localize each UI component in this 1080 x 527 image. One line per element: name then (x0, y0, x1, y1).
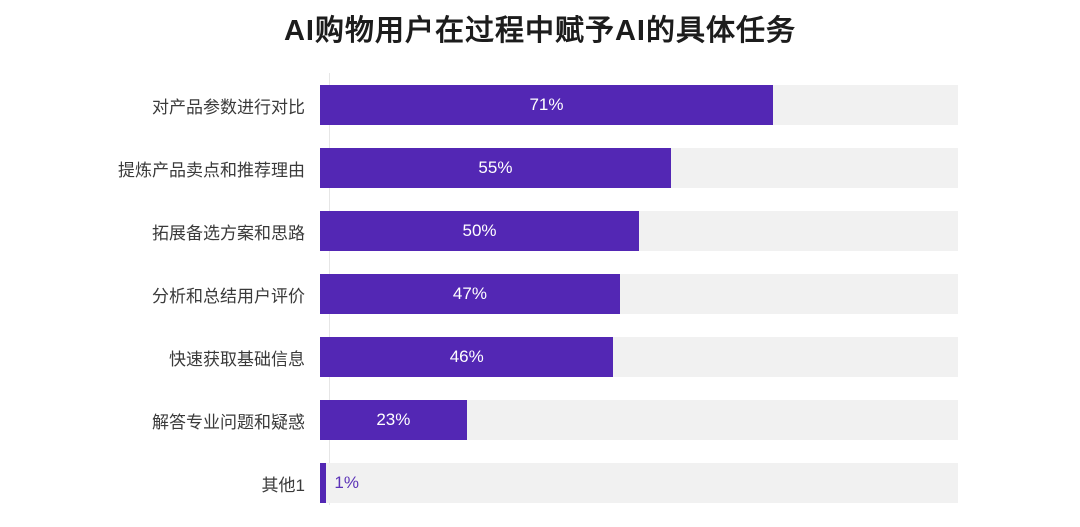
bar-track: 47% (320, 274, 958, 314)
chart-row: 解答专业问题和疑惑 23% (0, 400, 1080, 440)
category-label: 分析和总结用户评价 (152, 286, 305, 306)
chart-row: 对产品参数进行对比 71% (0, 85, 1080, 125)
value-label: 47% (452, 284, 487, 303)
bar-track: 23% (320, 400, 958, 440)
bar-track: 46% (320, 337, 958, 377)
category-label: 对产品参数进行对比 (152, 97, 305, 117)
bar: 47% (320, 274, 620, 314)
chart-row: 提炼产品卖点和推荐理由 55% (0, 148, 1080, 188)
value-label: 1% (334, 473, 359, 492)
bar-track: 50% (320, 211, 958, 251)
value-label: 71% (529, 95, 564, 114)
bar-track: 55% (320, 148, 958, 188)
category-label: 提炼产品卖点和推荐理由 (118, 160, 305, 180)
value-label: 23% (376, 410, 411, 429)
category-label: 解答专业问题和疑惑 (152, 412, 305, 432)
bar: 55% (320, 148, 671, 188)
bar: 50% (320, 211, 639, 251)
category-label: 快速获取基础信息 (169, 349, 305, 369)
bar-chart: 对产品参数进行对比 71% 提炼产品卖点和推荐理由 55% 拓展备选方案和思路 50% 分析… (0, 73, 1080, 505)
chart-row: 快速获取基础信息 46% (0, 337, 1080, 377)
chart-row: 分析和总结用户评价 47% (0, 274, 1080, 314)
bar: 46% (320, 337, 614, 377)
value-label: 50% (462, 221, 497, 240)
value-label: 55% (478, 158, 513, 177)
bar (320, 463, 327, 503)
category-label: 其他1 (261, 475, 305, 495)
page-title: AI购物用户在过程中赋予AI的具体任务 (283, 15, 796, 47)
chart-rows: 对产品参数进行对比 71% 提炼产品卖点和推荐理由 55% 拓展备选方案和思路 50% 分析… (0, 85, 1080, 503)
value-label: 46% (449, 347, 484, 366)
bar: 71% (320, 85, 773, 125)
bar: 23% (320, 400, 467, 440)
bar-track: 1% (320, 463, 958, 503)
chart-row: 拓展备选方案和思路 50% (0, 211, 1080, 251)
category-label: 拓展备选方案和思路 (152, 223, 305, 243)
chart-row: 其他1 1% (0, 463, 1080, 503)
bar-track: 71% (320, 85, 958, 125)
